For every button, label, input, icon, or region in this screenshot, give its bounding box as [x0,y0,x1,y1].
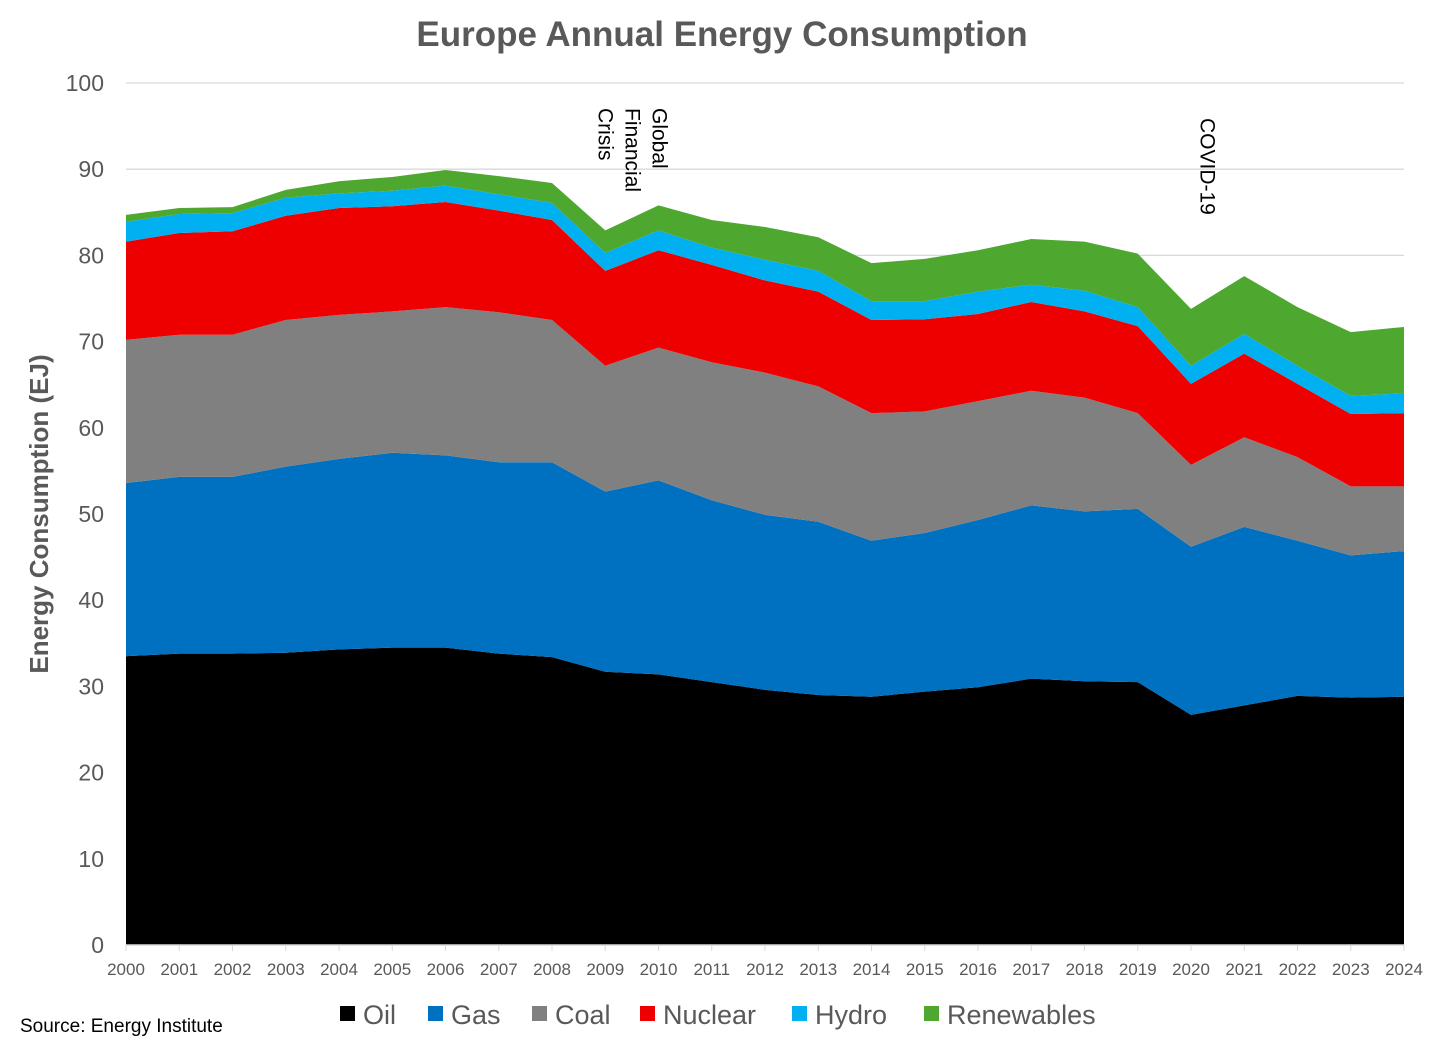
series-areas [126,170,1404,945]
x-tick-label: 2003 [267,960,305,979]
legend-swatch [340,1006,355,1021]
legend-swatch [428,1006,443,1021]
legend-label: Renewables [947,1000,1096,1030]
y-tick-label: 20 [78,760,104,786]
x-tick-label: 2005 [373,960,411,979]
area-nuclear [126,201,1404,487]
x-tick-label: 2018 [1066,960,1104,979]
chart-title: Europe Annual Energy Consumption [416,15,1027,54]
area-oil [126,647,1404,945]
source-note: Source: Energy Institute [20,1016,223,1037]
legend-item-oil: Oil [340,1000,396,1030]
x-tick-label: 2022 [1279,960,1317,979]
area-gas [126,452,1404,715]
legend-label: Coal [555,1000,611,1030]
y-tick-label: 30 [78,673,104,699]
y-tick-label: 80 [78,242,104,268]
x-tick-label: 2024 [1385,960,1423,979]
legend-label: Gas [451,1000,501,1030]
x-tick-label: 2001 [160,960,198,979]
x-tick-label: 2004 [320,960,358,979]
y-axis-ticks: 0 10 20 30 40 50 60 70 80 90 100 [66,70,104,958]
x-tick-label: 2021 [1225,960,1263,979]
y-axis-label: Energy Consumption (EJ) [24,354,54,673]
x-tick-label: 2013 [799,960,837,979]
area-coal [126,307,1404,556]
x-tick-label: 2006 [427,960,465,979]
legend-swatch [792,1006,807,1021]
legend: Oil Gas Coal Nuclear Hydro Renewables [340,1000,1096,1030]
legend-item-nuclear: Nuclear [640,1000,756,1030]
x-tick-label: 2000 [107,960,145,979]
x-tick-label: 2017 [1012,960,1050,979]
x-tick-label: 2023 [1332,960,1370,979]
legend-swatch [924,1006,939,1021]
legend-item-gas: Gas [428,1000,501,1030]
y-tick-label: 10 [78,846,104,872]
y-tick-label: 70 [78,329,104,355]
x-axis-ticks: 2000 2001 2002 2003 2004 2005 2006 2007 2008 2009… [107,945,1423,979]
legend-label: Oil [363,1000,396,1030]
legend-swatch [532,1006,547,1021]
y-tick-label: 100 [66,70,104,96]
y-tick-label: 60 [78,415,104,441]
y-tick-label: 50 [78,501,104,527]
x-tick-label: 2008 [533,960,571,979]
x-tick-label: 2016 [959,960,997,979]
y-tick-label: 90 [78,156,104,182]
legend-item-hydro: Hydro [792,1000,887,1030]
x-tick-label: 2007 [480,960,518,979]
legend-label: Nuclear [663,1000,756,1030]
legend-item-coal: Coal [532,1000,611,1030]
annotation-financial-crisis: Global Financial Crisis [593,108,671,193]
x-tick-label: 2019 [1119,960,1157,979]
x-tick-label: 2002 [214,960,252,979]
legend-label: Hydro [815,1000,887,1030]
x-tick-label: 2011 [693,960,730,979]
legend-swatch [640,1006,655,1021]
x-tick-label: 2020 [1172,960,1210,979]
y-tick-label: 0 [91,932,104,958]
y-tick-label: 40 [78,587,104,613]
x-tick-label: 2014 [853,960,891,979]
area-hydro [126,185,1404,415]
x-tick-label: 2012 [746,960,784,979]
x-tick-label: 2010 [640,960,678,979]
area-renewables [126,170,1404,396]
x-tick-label: 2015 [906,960,944,979]
x-tick-label: 2009 [586,960,624,979]
legend-item-renewables: Renewables [924,1000,1096,1030]
annotation-covid-19: COVID-19 [1195,118,1219,215]
